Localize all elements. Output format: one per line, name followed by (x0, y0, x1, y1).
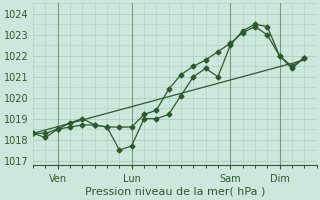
X-axis label: Pression niveau de la mer( hPa ): Pression niveau de la mer( hPa ) (84, 187, 265, 197)
